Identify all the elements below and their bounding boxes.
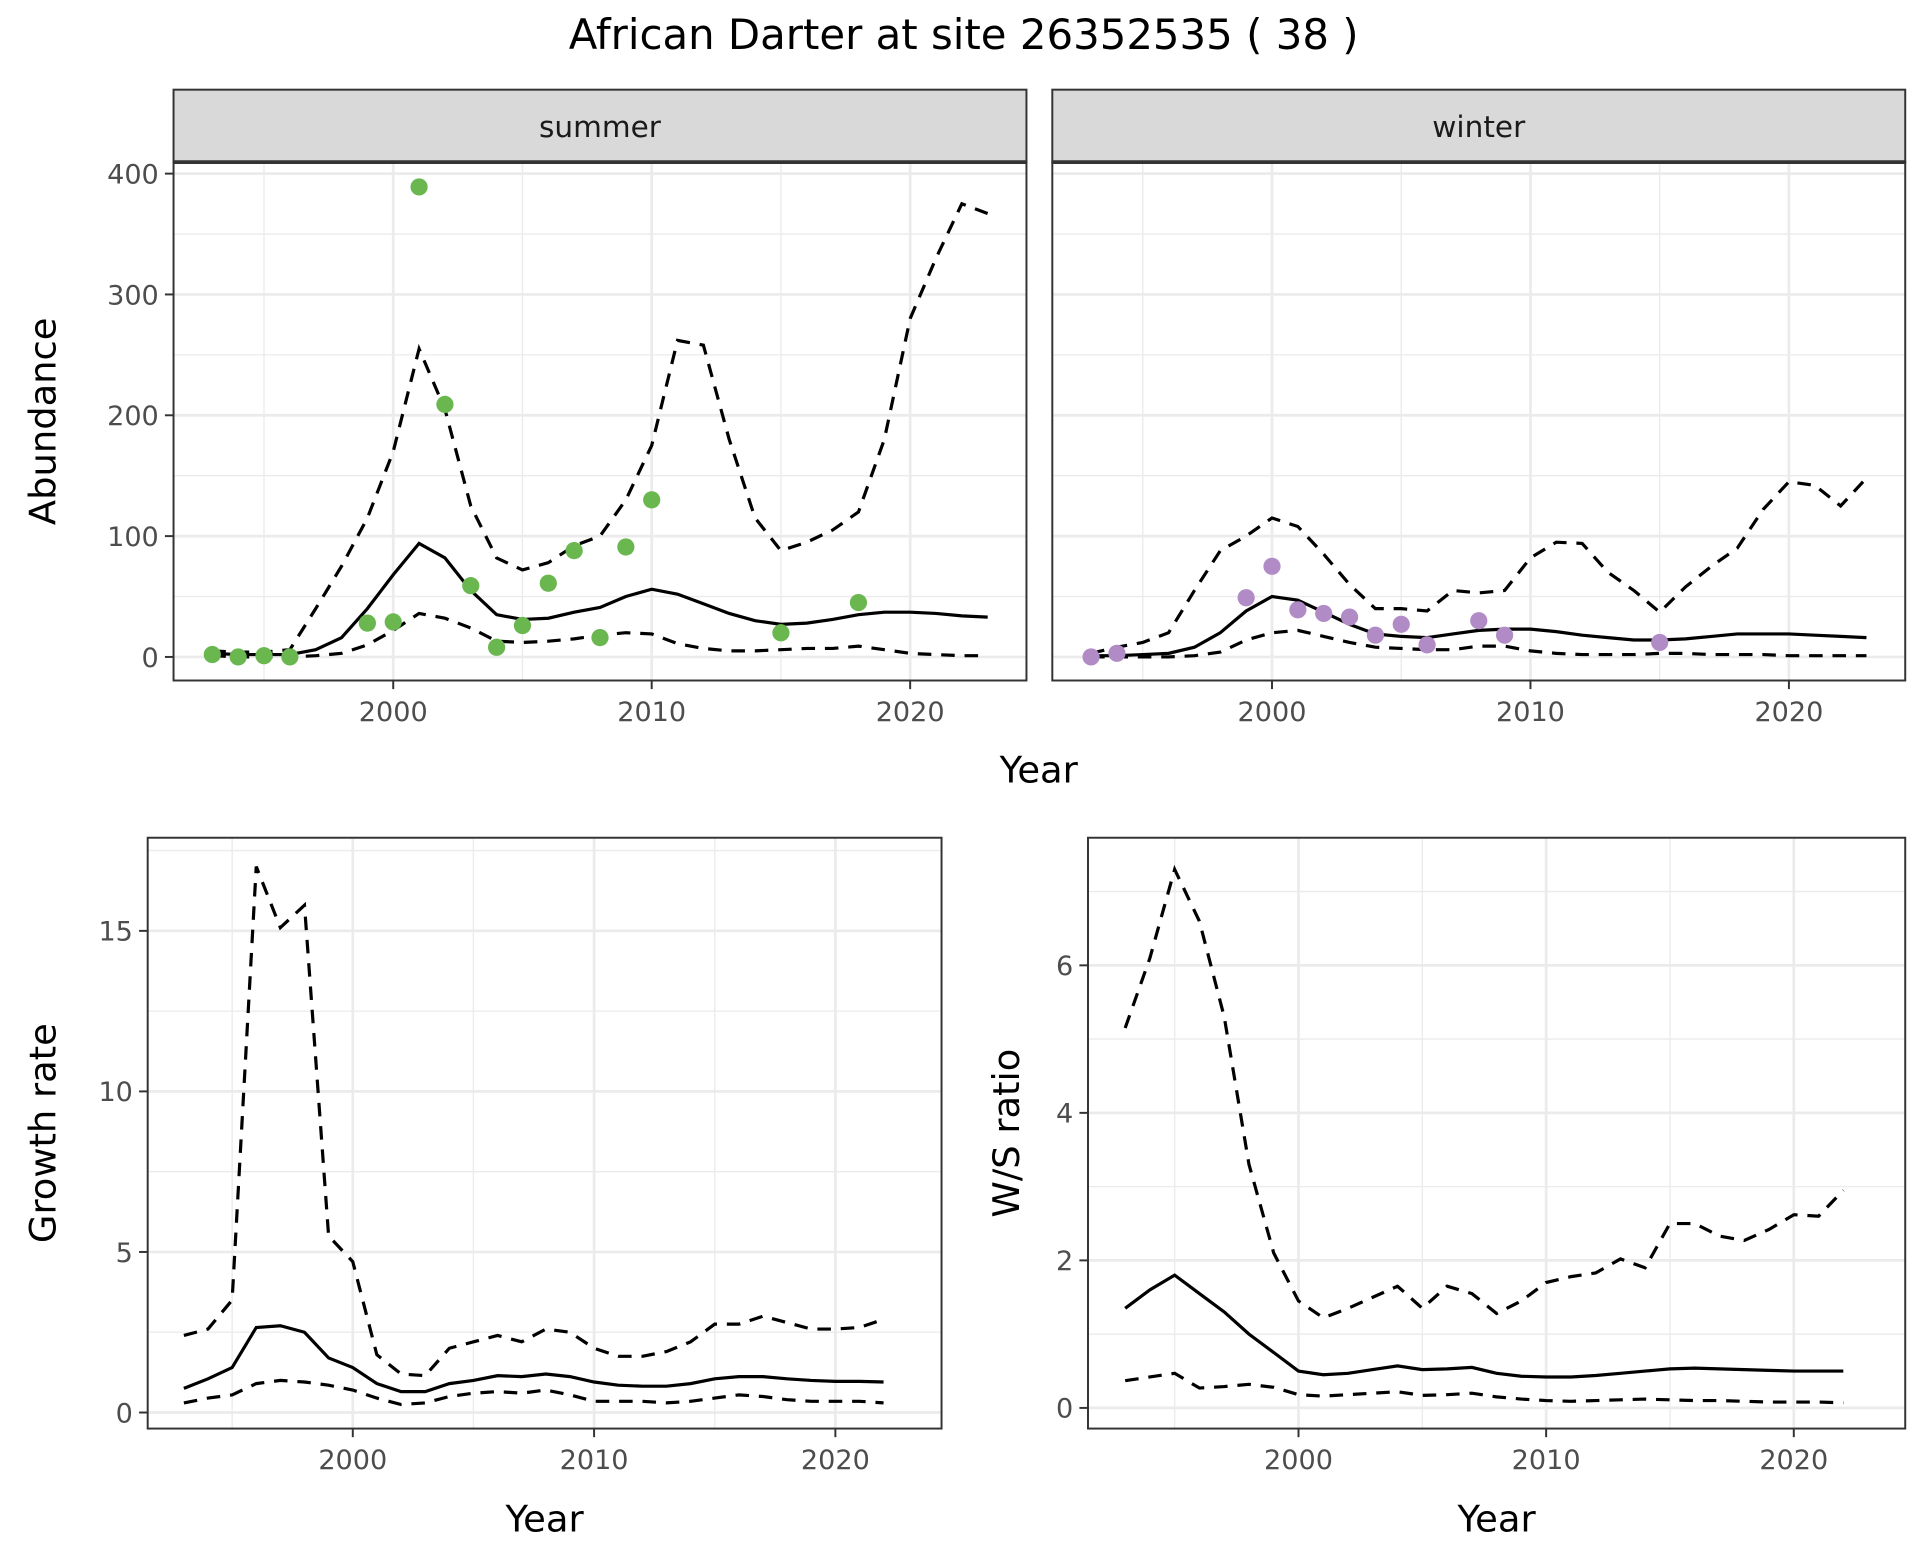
lower-bound-line <box>1124 1371 1844 1405</box>
x-tick-label: 2010 <box>1512 1445 1581 1476</box>
facet-strip <box>172 88 1028 164</box>
y-tick-label: 10 <box>98 1077 132 1108</box>
x-tick-label: 2000 <box>359 697 428 728</box>
data-point <box>513 616 532 635</box>
upper-bound-line <box>1123 864 1845 1320</box>
data-point <box>1263 557 1281 575</box>
panel-growth-rate: 2000 2010 2020 0 5 10 15 Growth rate Year <box>21 836 943 1541</box>
y-tick-label: 100 <box>107 522 159 553</box>
data-point <box>462 577 480 595</box>
data-point <box>772 624 790 642</box>
x-tick-label: 2010 <box>617 697 686 728</box>
mean-line <box>212 541 988 657</box>
y-axis-title: Growth rate <box>21 1023 64 1243</box>
x-tick-label: 2010 <box>560 1445 629 1476</box>
data-point <box>1237 589 1255 607</box>
panel-border <box>172 161 1028 682</box>
data-point <box>1108 644 1126 662</box>
upper-bound-line <box>1090 476 1868 655</box>
x-axis-title: Year <box>1457 1498 1537 1541</box>
y-tick-label: 2 <box>1056 1246 1073 1277</box>
x-axis-title: Year <box>505 1498 585 1541</box>
data-point <box>1289 601 1307 619</box>
y-axis-title: Abundance <box>21 318 64 526</box>
y-tick-label: 300 <box>107 280 159 311</box>
data-point <box>203 645 221 664</box>
data-point <box>849 593 868 612</box>
x-tick-label: 2000 <box>318 1445 387 1476</box>
x-tick-label: 2020 <box>1759 1445 1828 1476</box>
y-tick-label: 0 <box>142 643 159 674</box>
data-point <box>1340 608 1359 626</box>
data-point <box>255 647 273 665</box>
x-tick-label: 2020 <box>801 1445 870 1476</box>
facet-strip <box>1051 88 1907 164</box>
facet-label: summer <box>539 110 662 144</box>
data-point <box>384 613 402 631</box>
x-tick-label: 2010 <box>1496 697 1565 728</box>
upper-bound-line <box>212 201 989 654</box>
data-point <box>539 574 557 592</box>
y-axis-title: W/S ratio <box>985 1049 1028 1218</box>
x-tick-label: 2000 <box>1238 697 1307 728</box>
data-point <box>1392 615 1410 633</box>
upper-bound-line <box>183 866 885 1378</box>
mean-line <box>1091 594 1867 658</box>
panel-summer: summer 2000 2010 2020 0 100 200 300 400 Abundance <box>21 88 1028 728</box>
x-tick-label: 2000 <box>1264 1445 1333 1476</box>
x-axis-title: Year <box>999 748 1079 791</box>
data-point <box>1315 604 1333 623</box>
y-tick-label: 0 <box>1056 1394 1073 1425</box>
chart-title: African Darter at site 26352535 ( 38 ) <box>569 10 1359 59</box>
data-point <box>488 638 506 656</box>
data-point <box>1418 636 1436 654</box>
y-tick-label: 15 <box>98 917 132 948</box>
data-point <box>410 178 428 196</box>
y-tick-label: 4 <box>1056 1099 1073 1130</box>
x-tick-label: 2020 <box>1754 697 1823 728</box>
lower-bound-line <box>1091 628 1867 659</box>
data-point <box>1366 626 1384 644</box>
panel-border <box>1051 161 1907 682</box>
data-point <box>229 648 247 666</box>
data-point <box>281 648 299 666</box>
data-point <box>1651 633 1669 652</box>
y-tick-label: 0 <box>116 1398 133 1429</box>
data-point <box>617 538 635 556</box>
facet-label: winter <box>1432 110 1526 144</box>
data-point <box>1496 626 1514 644</box>
data-point <box>643 491 661 509</box>
y-tick-label: 200 <box>107 401 159 432</box>
lower-bound-line <box>183 1378 884 1407</box>
data-point <box>565 542 583 560</box>
data-point <box>591 629 609 647</box>
panel-winter: winter 2000 2010 2020 <box>1051 88 1907 728</box>
x-tick-label: 2020 <box>876 697 945 728</box>
y-tick-label: 6 <box>1056 951 1073 982</box>
data-point <box>358 614 376 632</box>
y-tick-label: 400 <box>107 159 159 190</box>
mean-line <box>1124 1273 1844 1379</box>
panel-border <box>146 836 943 1430</box>
data-point <box>436 395 454 414</box>
data-point <box>1082 648 1100 666</box>
y-tick-label: 5 <box>116 1238 133 1269</box>
panel-border <box>1087 836 1907 1430</box>
data-point <box>1470 612 1488 630</box>
panel-w-s-ratio: 2000 2010 2020 0 2 4 6 W/S ratio Year <box>985 836 1907 1541</box>
mean-line <box>183 1324 884 1394</box>
